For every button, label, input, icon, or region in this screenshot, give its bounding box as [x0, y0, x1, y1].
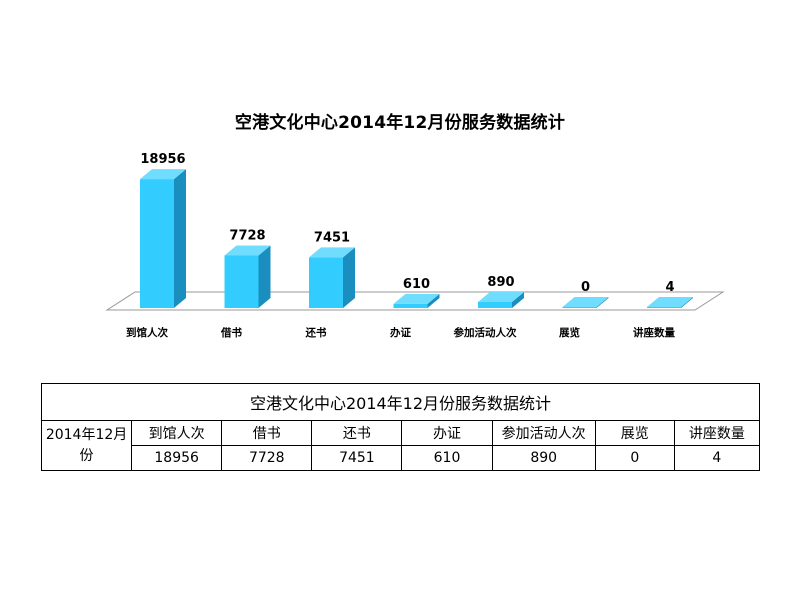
value-label: 610 [403, 277, 430, 292]
category-label: 借书 [220, 326, 242, 339]
bar-front-face [647, 307, 681, 308]
value-label: 7451 [314, 230, 350, 245]
table-row-header: 2014年12月份 [40, 420, 133, 471]
bar-side-face [596, 297, 609, 308]
bar-top-face [647, 297, 693, 307]
value-label: 890 [487, 275, 514, 290]
category-label: 到馆人次 [126, 326, 168, 339]
table-value-cell: 890 [491, 445, 596, 471]
bar [647, 297, 693, 308]
bar-top-face [478, 291, 524, 302]
bar-side-face [343, 247, 355, 308]
table-value-cell: 610 [401, 445, 493, 471]
value-label: 18956 [140, 152, 185, 167]
table-value-cell: 0 [594, 445, 675, 471]
bar [478, 291, 524, 308]
table-header-cell: 借书 [221, 420, 313, 446]
table-value-cell: 7451 [311, 445, 403, 471]
bar-front-face [224, 255, 259, 308]
bar-side-face [174, 169, 186, 308]
labels-layer: 18956 到馆人次 7728 借书 7451 还书 610 办证 890 参加活动人次 0 展览 4 讲… [126, 152, 675, 339]
bar-front-face [309, 257, 343, 308]
table-value-cell: 7728 [221, 445, 313, 471]
bars-layer [140, 169, 693, 308]
bar-top-face [224, 245, 271, 256]
value-label: 0 [581, 280, 590, 295]
bar [562, 297, 609, 308]
bar-side-face [427, 293, 440, 308]
table-title-row: 空港文化中心2014年12月份服务数据统计 [41, 383, 760, 421]
bar-side-face [681, 297, 693, 308]
bar [224, 245, 271, 308]
table-value-cell: 18956 [131, 445, 223, 471]
bar-front-face [562, 307, 597, 308]
table-header-cell: 办证 [401, 420, 493, 446]
bar [309, 247, 355, 308]
value-label: 7728 [229, 228, 265, 243]
bar-side-face [258, 245, 271, 308]
category-label: 还书 [305, 326, 327, 339]
table-header-cell: 到馆人次 [131, 420, 223, 446]
table-value-cell: 4 [673, 445, 761, 471]
bar-front-face [393, 303, 428, 308]
table-value-row: 18956 7728 7451 610 890 0 4 [42, 445, 761, 471]
category-label: 讲座数量 [633, 326, 675, 339]
table-title: 空港文化中心2014年12月份服务数据统计 [41, 383, 760, 421]
value-label: 4 [665, 280, 674, 295]
bar-chart: 18956 到馆人次 7728 借书 7451 还书 610 办证 890 参加活动人次 0 展览 4 讲… [105, 152, 725, 339]
stats-table: 空港文化中心2014年12月份服务数据统计 2014年12月份 到馆人次 借书 … [40, 383, 761, 471]
table-header-row: 2014年12月份 到馆人次 借书 还书 办证 参加活动人次 展览 讲座数量 [40, 420, 761, 471]
bar-top-face [393, 293, 440, 304]
table-header-cell: 参加活动人次 [491, 420, 596, 446]
category-label: 展览 [559, 326, 580, 339]
category-label: 参加活动人次 [454, 326, 517, 339]
table-header-cell: 还书 [311, 420, 403, 446]
chart-title: 空港文化中心2014年12月份服务数据统计 [234, 113, 566, 133]
bar-top-face [309, 247, 355, 258]
bar-front-face [140, 179, 174, 308]
bar [393, 293, 440, 308]
bar-top-face [140, 169, 186, 180]
table-header-cell: 展览 [594, 420, 675, 446]
bar-front-face [478, 301, 512, 308]
category-label: 办证 [390, 326, 411, 339]
bar [140, 169, 186, 308]
table-header-cell: 讲座数量 [673, 420, 761, 446]
bar-side-face [512, 291, 524, 308]
bar-top-face [562, 297, 609, 307]
